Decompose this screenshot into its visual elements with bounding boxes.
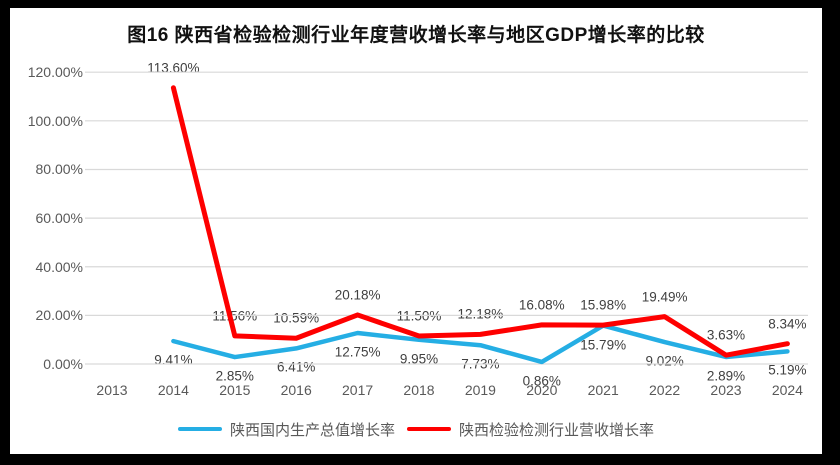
x-axis-tick-label: 2014: [157, 382, 189, 398]
y-axis-tick-label: 100.00%: [27, 112, 83, 129]
data-label: 6.41%: [277, 359, 316, 375]
chart-card: 图16 陕西省检验检测行业年度营收增长率与地区GDP增长率的比较 120.00%…: [10, 8, 822, 454]
data-label: 12.18%: [457, 306, 504, 322]
x-axis-tick-label: 2018: [403, 382, 435, 398]
data-label: 11.56%: [212, 308, 258, 324]
data-label: 9.95%: [399, 351, 439, 367]
y-axis-tick-label: 20.00%: [35, 307, 83, 324]
data-label: 15.79%: [580, 337, 627, 353]
legend-label-gdp: 陕西国内生产总值增长率: [229, 421, 395, 439]
legend-item-gdp: 陕西国内生产总值增长率: [177, 419, 395, 440]
y-axis-tick-label: 60.00%: [35, 210, 83, 227]
x-axis-tick-label: 2013: [96, 382, 128, 398]
y-axis-tick-label: 40.00%: [35, 258, 83, 275]
x-axis-tick-label: 2022: [649, 382, 681, 398]
x-axis-tick-label: 2017: [342, 382, 374, 398]
data-label: 8.34%: [768, 316, 807, 332]
legend-line-swatch-gdp: [177, 426, 222, 432]
data-label: 20.18%: [334, 287, 381, 303]
legend-line-swatch-industry: [407, 426, 451, 432]
data-label: 5.19%: [768, 362, 807, 378]
y-axis-tick-label: 80.00%: [35, 161, 83, 178]
legend-item-industry: 陕西检验检测行业营收增长率: [407, 419, 654, 440]
data-label: 15.98%: [580, 297, 627, 313]
data-label: 2.85%: [215, 368, 254, 384]
data-label: 3.63%: [706, 327, 746, 343]
data-label: 10.59%: [273, 310, 320, 326]
data-label: 16.08%: [518, 297, 565, 313]
data-label: 9.41%: [154, 352, 193, 368]
data-label: 2.89%: [706, 368, 746, 384]
data-label: 11.50%: [396, 308, 442, 324]
legend-label-industry: 陕西检验检测行业营收增长率: [459, 421, 655, 439]
data-label: 113.60%: [147, 60, 200, 76]
y-axis-tick-label: 120.00%: [27, 64, 83, 81]
data-label: 12.75%: [334, 344, 381, 360]
data-label: 7.73%: [461, 356, 500, 372]
data-label: 0.86%: [522, 373, 561, 389]
chart-title: 图16 陕西省检验检测行业年度营收增长率与地区GDP增长率的比较: [127, 25, 705, 46]
x-axis-tick-label: 2015: [219, 382, 251, 398]
y-axis-tick-label: 0.00%: [43, 356, 83, 372]
x-axis-tick-label: 2024: [771, 382, 803, 398]
x-axis-tick-label: 2019: [464, 382, 496, 398]
legend: 陕西国内生产总值增长率 陕西检验检测行业营收增长率: [10, 417, 822, 441]
data-label: 9.02%: [645, 353, 684, 369]
x-axis-tick-label: 2016: [280, 382, 312, 398]
data-label: 19.49%: [641, 289, 688, 305]
x-axis-tick-label: 2023: [710, 382, 742, 398]
x-axis-tick-label: 2021: [587, 382, 619, 398]
x-axis-tick-label: 2020: [526, 382, 558, 398]
